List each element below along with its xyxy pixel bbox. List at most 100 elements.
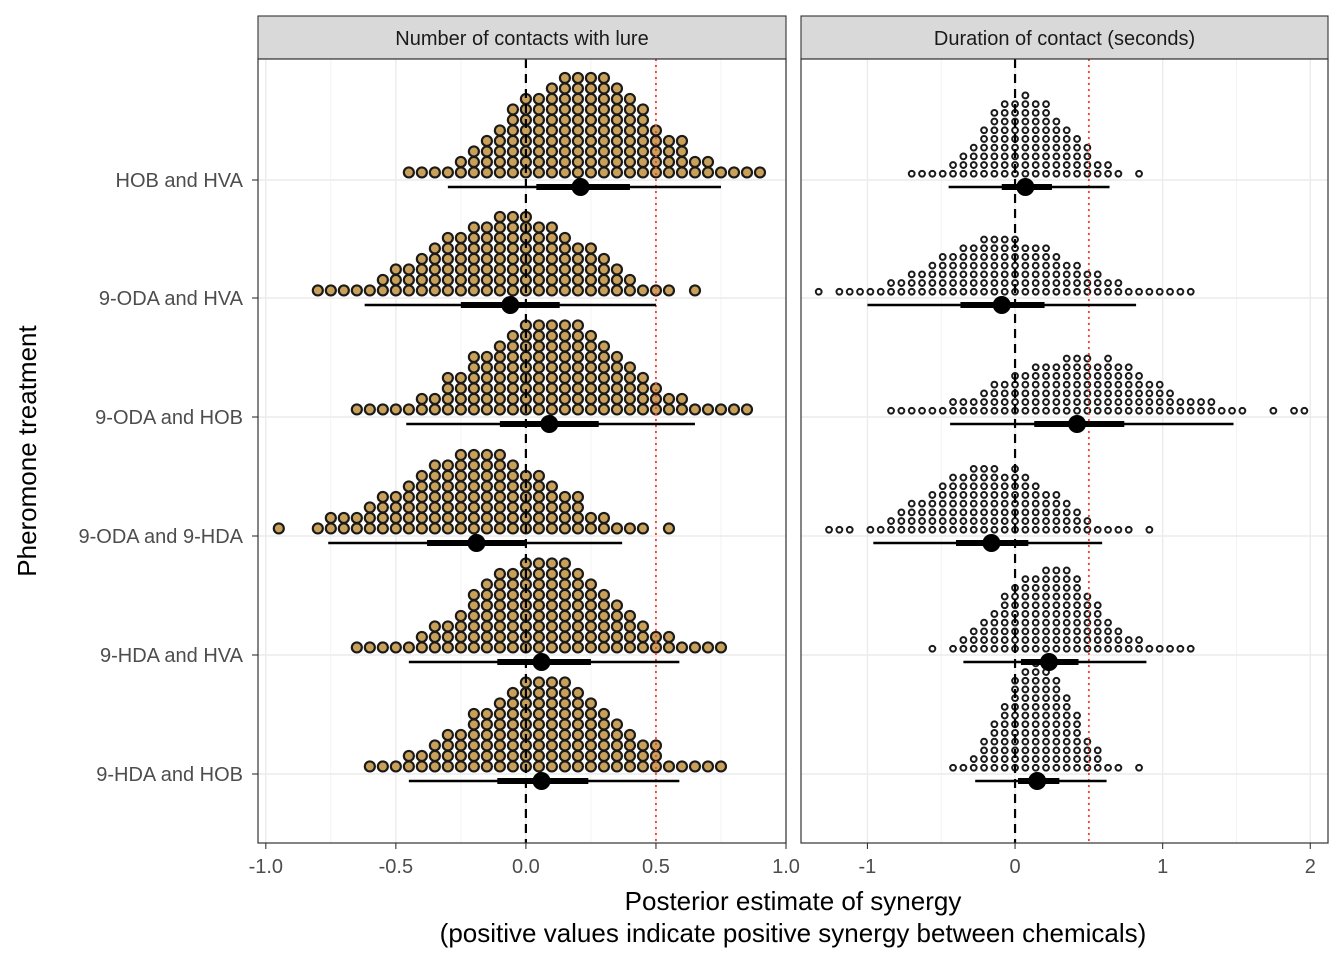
posterior-dot: [1135, 372, 1143, 380]
posterior-dot: [1114, 363, 1123, 372]
posterior-dot: [467, 749, 480, 763]
posterior-dot: [545, 113, 559, 127]
posterior-dot: [441, 263, 454, 276]
posterior-dot: [1000, 473, 1009, 482]
posterior-dot: [980, 389, 988, 398]
posterior-dot: [928, 499, 937, 508]
posterior-dot: [454, 155, 467, 169]
posterior-dot: [441, 231, 454, 245]
posterior-dot: [1083, 592, 1092, 601]
posterior-dot: [1062, 169, 1071, 178]
posterior-dot: [980, 525, 988, 534]
posterior-dot: [571, 588, 585, 602]
posterior-dot: [480, 760, 493, 773]
posterior-dot: [1042, 380, 1050, 389]
posterior-dot: [1042, 508, 1050, 517]
posterior-dot: [636, 166, 650, 179]
posterior-dot: [1073, 169, 1081, 178]
posterior-dot: [610, 113, 624, 127]
posterior-dot: [558, 284, 572, 297]
posterior-dot: [376, 522, 389, 535]
posterior-dot: [532, 630, 546, 644]
posterior-dot: [584, 749, 598, 763]
posterior-dot: [1052, 143, 1061, 152]
posterior-dot: [402, 501, 415, 514]
posterior-dot: [1021, 711, 1030, 720]
dot-stack: [272, 448, 676, 535]
posterior-dot: [480, 578, 493, 591]
median-point: [992, 296, 1011, 314]
posterior-dot: [1207, 406, 1216, 415]
posterior-dot: [493, 760, 506, 773]
posterior-dot: [597, 511, 611, 525]
posterior-dot: [938, 253, 947, 261]
posterior-dot: [467, 739, 480, 752]
posterior-dot: [949, 491, 957, 499]
posterior-dot: [1042, 746, 1050, 755]
posterior-dot: [1114, 169, 1123, 178]
posterior-dot: [493, 578, 506, 591]
posterior-dot: [597, 599, 611, 612]
posterior-dot: [571, 155, 585, 169]
posterior-dot: [506, 134, 520, 148]
posterior-dot: [545, 92, 559, 106]
posterior-dot: [825, 525, 833, 534]
posterior-dot: [493, 501, 506, 514]
posterior-dot: [363, 641, 376, 654]
posterior-dot: [584, 599, 598, 612]
posterior-dot: [480, 231, 493, 245]
posterior-dot: [1052, 380, 1061, 389]
posterior-dot: [1052, 566, 1061, 575]
posterior-dot: [545, 707, 559, 721]
x-tick-label: 1: [1157, 856, 1168, 878]
posterior-dot: [402, 511, 415, 525]
posterior-dot: [480, 155, 493, 169]
posterior-dot: [928, 261, 937, 270]
posterior-dot: [610, 124, 624, 137]
posterior-dot: [876, 287, 885, 296]
posterior-dot: [571, 252, 585, 266]
posterior-dot: [980, 398, 988, 406]
posterior-dot: [949, 517, 957, 525]
posterior-dot: [938, 261, 947, 270]
posterior-dot: [532, 263, 546, 276]
posterior-dot: [545, 588, 559, 602]
posterior-dot: [545, 124, 559, 137]
posterior-dot: [990, 244, 999, 253]
posterior-dot: [907, 169, 916, 178]
posterior-dot: [493, 718, 506, 731]
posterior-dot: [454, 620, 467, 633]
posterior-dot: [480, 480, 493, 493]
posterior-dot: [740, 403, 754, 416]
x-tick-label: 1.0: [772, 856, 800, 878]
facet-strip: [257, 15, 787, 60]
posterior-dot: [980, 763, 988, 772]
posterior-dot: [610, 92, 624, 106]
posterior-dot: [402, 749, 415, 763]
posterior-dot: [467, 620, 480, 633]
posterior-dot: [558, 113, 572, 127]
posterior-dot: [584, 155, 598, 169]
posterior-dot: [1021, 755, 1030, 763]
posterior-dot: [506, 284, 520, 297]
posterior-dot: [545, 501, 559, 514]
posterior-dot: [1093, 169, 1102, 178]
posterior-dot: [1011, 592, 1019, 601]
posterior-dot: [545, 686, 559, 700]
posterior-dot: [990, 491, 999, 499]
posterior-dot: [558, 511, 572, 525]
posterior-dot: [1021, 644, 1030, 653]
posterior-dot: [493, 231, 506, 245]
posterior-dot: [1052, 627, 1061, 636]
posterior-dot: [649, 145, 663, 158]
posterior-dot: [980, 482, 988, 491]
posterior-dot: [584, 641, 598, 654]
posterior-dot: [662, 630, 676, 644]
posterior-dot: [493, 361, 506, 374]
posterior-dot: [969, 491, 978, 499]
posterior-dot: [1052, 398, 1061, 406]
posterior-dot: [1000, 746, 1009, 755]
posterior-dot: [1114, 644, 1123, 653]
posterior-dot: [376, 760, 389, 773]
